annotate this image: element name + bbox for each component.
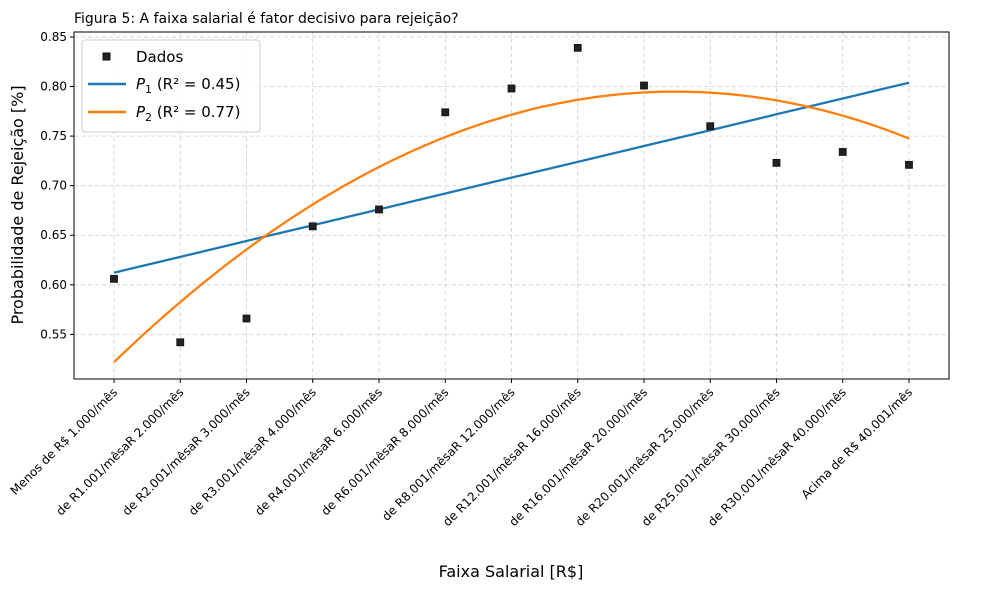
data-point bbox=[905, 160, 913, 169]
data-point bbox=[375, 205, 383, 214]
x-tick-label: de R16.001/mêsaR 20.000/mês bbox=[506, 385, 650, 529]
data-point bbox=[706, 122, 715, 131]
legend: Dados P1 (R² = 0.45) P2 (R² = 0.77) bbox=[81, 39, 261, 133]
x-tick-label: de R3.001/mêsaR 4.000/mês bbox=[186, 385, 319, 518]
data-point bbox=[772, 158, 781, 167]
legend-box bbox=[81, 39, 261, 133]
y-axis-title: Probabilidade de Rejeição [%] bbox=[8, 85, 27, 324]
data-point bbox=[242, 314, 251, 323]
legend-label-p2: P2 (R² = 0.77) bbox=[136, 103, 240, 124]
y-tick-label: 0.75 bbox=[40, 129, 67, 143]
data-point bbox=[640, 81, 648, 90]
x-tick-label: Menos de R$ 1.000/mês bbox=[8, 385, 120, 497]
data-point bbox=[441, 108, 450, 117]
x-tick-label: de R4.001/mêsaR 6.000/mês bbox=[252, 385, 385, 518]
legend-marker-dados bbox=[102, 52, 111, 61]
x-tick-label: de R8.001/mêsaR 12.000/mês bbox=[379, 385, 517, 523]
y-tick-label: 0.85 bbox=[40, 30, 67, 44]
y-tick-label: 0.60 bbox=[40, 278, 67, 292]
x-axis-title: Faixa Salarial [R$] bbox=[439, 562, 584, 581]
y-tick-label: 0.55 bbox=[40, 327, 67, 341]
series-curve-p2 bbox=[113, 90, 910, 363]
series-line-p1 bbox=[113, 81, 910, 274]
data-point bbox=[838, 148, 847, 156]
chart-title: Figura 5: A faixa salarial é fator decis… bbox=[74, 11, 459, 27]
data-point bbox=[308, 222, 317, 231]
x-tick-label: de R12.001/mêsaR 16.000/mês bbox=[440, 385, 584, 529]
x-tick-label: de R30.001/mêsaR 40.000/mês bbox=[705, 385, 849, 529]
x-tick-label: de R6.001/mêsaR 8.000/mês bbox=[318, 385, 451, 518]
y-tick-label: 0.65 bbox=[40, 228, 67, 242]
y-axis: 0.55 0.60 0.65 0.70 0.75 0.80 0.85 bbox=[40, 30, 74, 341]
legend-label-dados: Dados bbox=[136, 48, 183, 66]
legend-label-p1: P1 (R² = 0.45) bbox=[136, 75, 240, 96]
x-tick-label: de R2.001/mêsaR 3.000/mês bbox=[120, 385, 253, 518]
x-tick-label: de R20.001/mêsaR 25.000/mês bbox=[573, 385, 717, 529]
x-tick-label: de R1.001/mêsaR 2.000/mês bbox=[53, 385, 186, 518]
data-point bbox=[573, 43, 582, 52]
data-point bbox=[507, 84, 516, 93]
data-point bbox=[110, 274, 118, 283]
x-tick-label: de R25.001/mêsaR 30.000/mês bbox=[639, 385, 783, 529]
y-tick-label: 0.80 bbox=[40, 80, 67, 94]
series-layer bbox=[110, 43, 913, 363]
x-tick-label: Acima de R$ 40.001/mês bbox=[799, 385, 915, 501]
y-tick-label: 0.70 bbox=[40, 179, 67, 193]
data-point bbox=[176, 338, 185, 347]
